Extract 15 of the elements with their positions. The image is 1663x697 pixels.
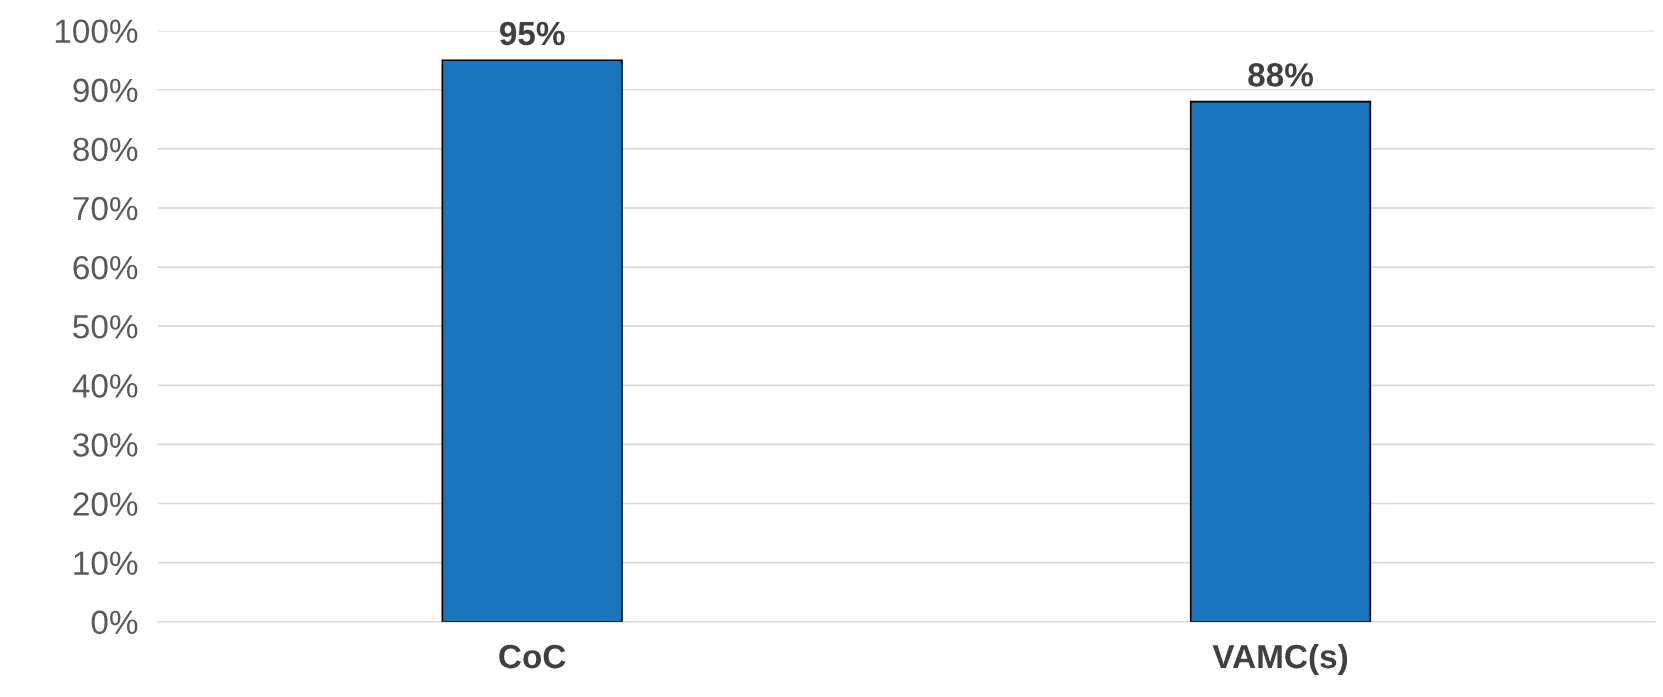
y-tick-label: 50% <box>73 315 138 339</box>
data-label: 95% <box>499 21 565 46</box>
y-tick-label: 10% <box>74 551 138 576</box>
y-tick-label: 100% <box>55 19 138 44</box>
x-tick-label: VAMC(s) <box>1212 643 1348 676</box>
y-tick-label: 40% <box>72 374 138 398</box>
y-tick-label: 70% <box>73 196 138 221</box>
y-tick-label: 30% <box>73 433 138 457</box>
y-tick-label: 90% <box>73 78 138 103</box>
y-tick-label: 0% <box>91 610 138 635</box>
x-tick-label: CoC <box>499 644 566 669</box>
y-tick-label: 80% <box>73 137 138 162</box>
data-label: 88% <box>1248 63 1313 87</box>
y-tick-label: 60% <box>73 255 138 280</box>
y-tick-label: 20% <box>73 492 138 516</box>
